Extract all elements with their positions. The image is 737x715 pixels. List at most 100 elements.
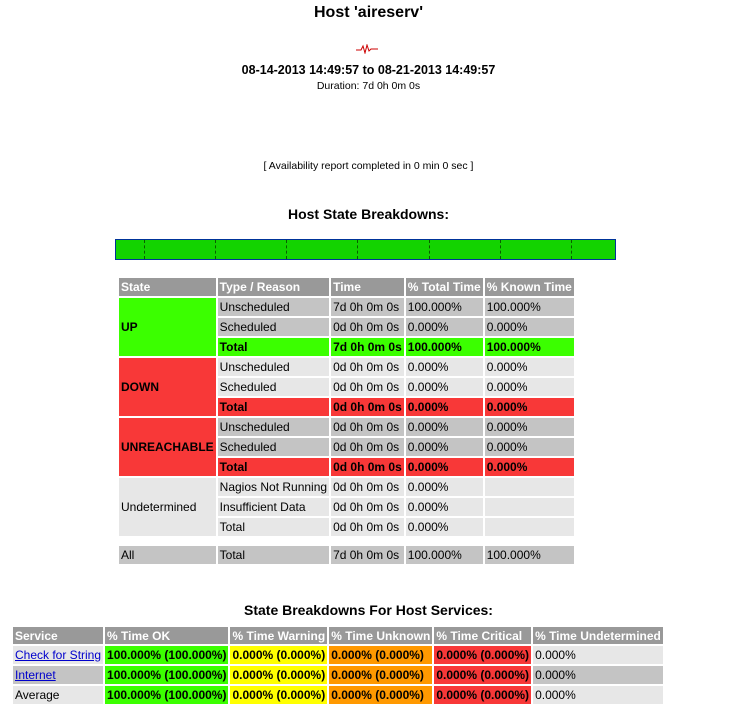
- table-cell: 100.000%: [405, 338, 483, 356]
- table-cell: 100.000%: [405, 546, 483, 564]
- table-cell: 0.000% (0.000%): [329, 666, 433, 684]
- table-cell: 0d 0h 0m 0s: [331, 498, 404, 516]
- table-cell-empty: [484, 518, 574, 536]
- table-row: UNREACHABLE Unscheduled 0d 0h 0m 0s 0.00…: [119, 418, 574, 476]
- table-header-row: Service % Time OK % Time Warning % Time …: [13, 627, 663, 644]
- table-cell: 7d 0h 0m 0s: [331, 298, 404, 316]
- table-cell: 0.000% (0.000%): [434, 686, 532, 704]
- table-row: Undetermined Nagios Not Running 0d 0h 0m…: [119, 478, 574, 536]
- report-date-range: 08-14-2013 14:49:57 to 08-21-2013 14:49:…: [241, 63, 496, 77]
- report-completed-note: [ Availability report completed in 0 min…: [263, 160, 474, 172]
- trend-bar-tick: [286, 240, 287, 259]
- col-header-type-reason: Type / Reason: [217, 278, 330, 296]
- table-row: UP Unscheduled 7d 0h 0m 0s 100.000% 100.…: [119, 298, 574, 356]
- service-row-check-for-string: Check for String 100.000% (100.000%) 0.0…: [13, 646, 663, 664]
- service-row-internet: Internet 100.000% (100.000%) 0.000% (0.0…: [13, 666, 663, 684]
- table-row: Scheduled 0d 0h 0m 0s 0.000% 0.000%: [119, 378, 574, 396]
- table-cell: Unscheduled: [217, 418, 330, 436]
- table-cell: 0.000% (0.000%): [230, 686, 328, 704]
- col-header-time-critical: % Time Critical: [434, 627, 532, 644]
- col-header-time-unknown: % Time Unknown: [329, 627, 433, 644]
- state-all-label: All: [119, 546, 216, 564]
- table-header-row: State Type / Reason Time % Total Time % …: [119, 278, 574, 296]
- table-cell: Scheduled: [217, 318, 330, 336]
- table-cell: Total: [217, 398, 330, 416]
- table-cell: 0.000%: [405, 438, 483, 456]
- table-cell: 100.000% (100.000%): [105, 666, 229, 684]
- table-cell: 100.000% (100.000%): [105, 646, 229, 664]
- table-row-total: Total 7d 0h 0m 0s 100.000% 100.000%: [119, 338, 574, 356]
- table-cell: 0d 0h 0m 0s: [331, 378, 404, 396]
- table-row-total: Total 0d 0h 0m 0s 0.000% 0.000%: [119, 458, 574, 476]
- table-cell: 0.000%: [405, 458, 483, 476]
- table-cell: 0d 0h 0m 0s: [331, 478, 404, 496]
- table-cell: 0d 0h 0m 0s: [331, 458, 404, 476]
- table-cell: 0.000%: [484, 458, 574, 476]
- table-cell: 0.000%: [405, 418, 483, 436]
- table-row: All Total 7d 0h 0m 0s 100.000% 100.000%: [119, 546, 574, 564]
- trend-bar-tick: [571, 240, 572, 259]
- table-cell: Nagios Not Running: [217, 478, 330, 496]
- table-cell: 0.000%: [533, 666, 663, 684]
- trend-bar-tick: [215, 240, 216, 259]
- table-row-total: Total 0d 0h 0m 0s 0.000% 0.000%: [119, 398, 574, 416]
- service-link-internet[interactable]: Internet: [15, 668, 56, 682]
- table-cell: 0.000% (0.000%): [329, 646, 433, 664]
- table-cell: 100.000%: [484, 546, 574, 564]
- table-row: Scheduled 0d 0h 0m 0s 0.000% 0.000%: [119, 318, 574, 336]
- table-cell: 0.000%: [405, 498, 483, 516]
- table-cell: Scheduled: [217, 378, 330, 396]
- table-cell: Total: [217, 518, 330, 536]
- table-cell: Total: [217, 338, 330, 356]
- table-cell: 0.000% (0.000%): [434, 646, 532, 664]
- table-cell: 0d 0h 0m 0s: [331, 418, 404, 436]
- state-up-label: UP: [119, 298, 216, 356]
- table-cell: 0.000%: [405, 478, 483, 496]
- page-title: Host 'aireserv': [314, 4, 423, 21]
- table-cell: 0.000%: [533, 686, 663, 704]
- state-unreachable-label: UNREACHABLE: [119, 418, 216, 476]
- table-cell: 7d 0h 0m 0s: [331, 546, 404, 564]
- table-cell-empty: [484, 478, 574, 496]
- table-cell: 0d 0h 0m 0s: [331, 358, 404, 376]
- table-cell: 0.000% (0.000%): [230, 646, 328, 664]
- table-cell: 0.000% (0.000%): [329, 686, 433, 704]
- table-cell: Total: [217, 546, 330, 564]
- col-header-time-warning: % Time Warning: [230, 627, 328, 644]
- table-cell: 100.000%: [484, 338, 574, 356]
- table-cell: 100.000% (100.000%): [105, 686, 229, 704]
- service-name-cell: Internet: [13, 666, 104, 684]
- table-cell: Insufficient Data: [217, 498, 330, 516]
- report-duration: Duration: 7d 0h 0m 0s: [316, 80, 421, 92]
- host-state-breakdown-table: State Type / Reason Time % Total Time % …: [117, 276, 576, 566]
- table-row: Total 0d 0h 0m 0s 0.000%: [119, 518, 574, 536]
- col-header-known-time: % Known Time: [484, 278, 574, 296]
- table-cell: Unscheduled: [217, 298, 330, 316]
- trend-bar-tick: [500, 240, 501, 259]
- table-cell: 0.000%: [405, 378, 483, 396]
- nagios-logo-icon: [356, 44, 378, 54]
- table-row: Insufficient Data 0d 0h 0m 0s 0.000%: [119, 498, 574, 516]
- col-header-total-time: % Total Time: [405, 278, 483, 296]
- availability-trend-bar: [115, 239, 616, 260]
- table-cell: 0d 0h 0m 0s: [331, 438, 404, 456]
- table-cell: 0.000%: [533, 646, 663, 664]
- table-cell: 0.000%: [484, 398, 574, 416]
- trend-bar-tick: [357, 240, 358, 259]
- table-cell: 0.000% (0.000%): [230, 666, 328, 684]
- table-cell: 100.000%: [484, 298, 574, 316]
- table-cell: 0d 0h 0m 0s: [331, 398, 404, 416]
- table-cell: 0d 0h 0m 0s: [331, 518, 404, 536]
- table-cell: Total: [217, 458, 330, 476]
- table-spacer-row: [119, 538, 574, 544]
- table-row: DOWN Unscheduled 0d 0h 0m 0s 0.000% 0.00…: [119, 358, 574, 416]
- table-cell: 0.000%: [484, 418, 574, 436]
- trend-bar-tick: [429, 240, 430, 259]
- host-state-breakdowns-heading: Host State Breakdowns:: [287, 206, 450, 222]
- service-link-check-for-string[interactable]: Check for String: [15, 648, 102, 662]
- service-state-breakdown-table: Service % Time OK % Time Warning % Time …: [11, 625, 665, 706]
- table-cell: Scheduled: [217, 438, 330, 456]
- state-undetermined-label: Undetermined: [119, 478, 216, 536]
- trend-bar-tick: [144, 240, 145, 259]
